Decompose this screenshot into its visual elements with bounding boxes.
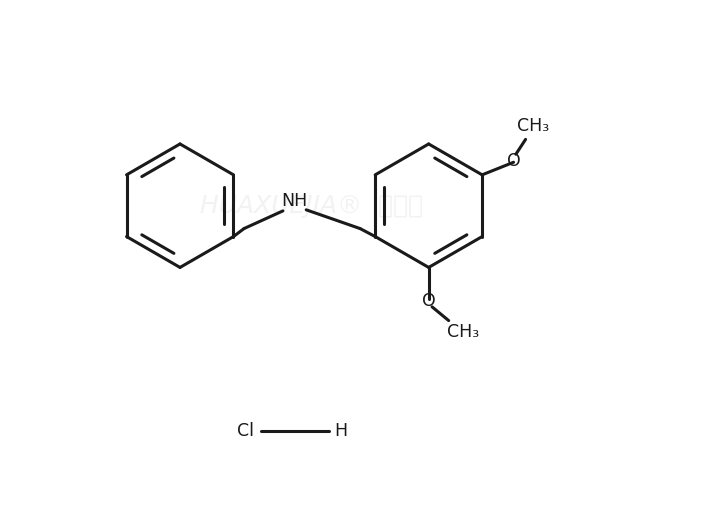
Text: CH₃: CH₃ — [447, 323, 479, 341]
Text: Cl: Cl — [238, 422, 254, 440]
Text: H: H — [335, 422, 347, 440]
Text: HUAXUEJIA®  化学加: HUAXUEJIA® 化学加 — [200, 193, 423, 218]
Text: O: O — [508, 151, 521, 170]
Text: O: O — [422, 292, 436, 310]
Text: CH₃: CH₃ — [517, 116, 550, 135]
Text: NH: NH — [281, 192, 307, 210]
